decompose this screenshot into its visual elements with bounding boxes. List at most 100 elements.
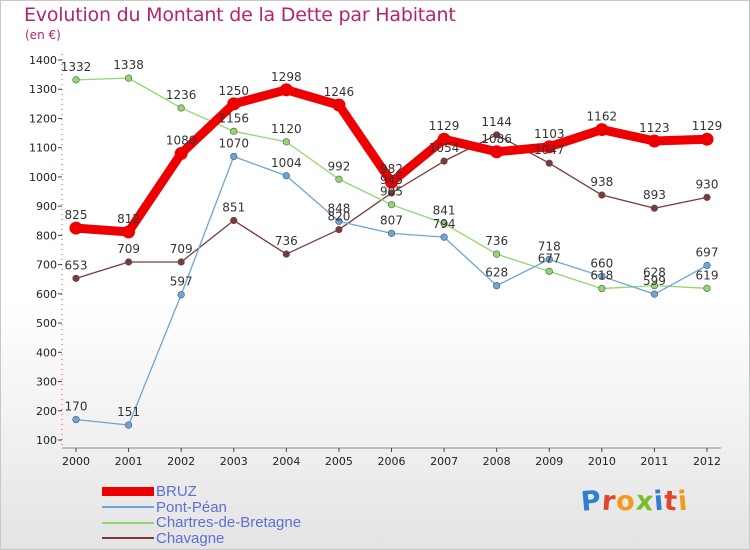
data-point — [177, 104, 185, 112]
data-point — [650, 282, 659, 290]
x-tick-label: 2011 — [640, 455, 668, 468]
y-tick-label: 600 — [36, 288, 57, 301]
x-tick-label: 2007 — [430, 455, 458, 468]
legend-swatch — [102, 537, 154, 540]
data-point — [490, 145, 504, 159]
data-label: 677 — [538, 251, 561, 265]
data-label: 1086 — [481, 132, 512, 146]
data-label: 1054 — [429, 141, 460, 155]
unit-label: (en €) — [25, 28, 61, 42]
data-label: 1338 — [113, 58, 144, 72]
data-point — [545, 159, 553, 167]
y-tick-label: 1100 — [29, 142, 57, 155]
data-label: 1246 — [324, 85, 355, 99]
x-tick-label: 2008 — [483, 455, 511, 468]
data-label: 812 — [117, 212, 140, 226]
legend-label: Chavagne — [156, 529, 225, 547]
data-label: 1129 — [692, 119, 723, 133]
data-point — [230, 127, 238, 135]
x-tick-label: 2001 — [115, 455, 143, 468]
data-label: 851 — [222, 200, 245, 214]
data-label: 170 — [65, 400, 88, 414]
data-point — [335, 217, 343, 225]
data-point — [700, 132, 714, 146]
data-label: 1332 — [61, 60, 92, 74]
data-label: 697 — [696, 245, 719, 259]
legend-item: BRUZ — [102, 484, 301, 500]
data-label: 807 — [380, 213, 403, 227]
logo-letter: i — [676, 485, 690, 518]
data-point — [174, 147, 188, 161]
data-point — [124, 421, 133, 429]
x-tick-label: 2004 — [272, 455, 300, 468]
data-point — [282, 138, 290, 146]
data-point — [332, 98, 346, 112]
data-point — [493, 250, 501, 258]
y-tick-label: 1000 — [29, 171, 57, 184]
data-label: 709 — [117, 242, 140, 256]
data-label: 938 — [590, 175, 613, 189]
data-point — [122, 225, 136, 239]
data-point — [703, 261, 711, 270]
data-label: 628 — [485, 266, 508, 280]
data-label: 1080 — [166, 134, 197, 148]
data-label: 1236 — [166, 88, 197, 102]
data-point — [227, 97, 241, 111]
data-label: 660 — [590, 256, 613, 270]
data-label: 848 — [327, 201, 350, 215]
legend-item: Chavagne — [102, 531, 301, 547]
proxiti-logo: Proxiti — [579, 485, 690, 518]
data-label: 718 — [538, 239, 561, 253]
data-point — [72, 274, 80, 282]
data-label: 1123 — [639, 121, 670, 135]
legend-item: Pont-Péan — [102, 500, 301, 516]
legend-label: Chartres-de-Bretagne — [156, 514, 302, 532]
y-tick-label: 500 — [36, 317, 57, 330]
y-tick-label: 700 — [36, 259, 57, 272]
data-label: 992 — [327, 159, 350, 173]
data-point — [72, 76, 80, 84]
legend-label: Pont-Péan — [156, 498, 227, 516]
data-point — [440, 219, 448, 227]
data-point — [69, 221, 83, 235]
data-point — [703, 284, 711, 292]
data-label: 1129 — [429, 119, 460, 133]
data-label: 653 — [65, 258, 88, 272]
data-point — [387, 201, 396, 209]
data-label: 619 — [696, 268, 719, 282]
y-tick-label: 300 — [36, 376, 57, 389]
data-point — [647, 134, 661, 148]
data-label: 841 — [433, 203, 456, 217]
y-tick-label: 1400 — [29, 54, 57, 67]
data-label: 794 — [433, 217, 456, 231]
y-tick-label: 1300 — [29, 83, 57, 96]
data-label: 905 — [380, 185, 403, 199]
data-label: 1004 — [271, 156, 302, 170]
data-point — [387, 229, 396, 237]
data-label: 1144 — [481, 115, 512, 129]
data-point — [545, 267, 553, 275]
data-point — [598, 272, 606, 280]
y-tick-label: 1200 — [29, 112, 57, 125]
chart-legend: BRUZ Pont-Péan Chartres-de-Bretagne Chavagn… — [102, 484, 301, 546]
data-point — [230, 152, 238, 161]
data-point — [335, 225, 343, 234]
data-label: 151 — [117, 405, 140, 419]
data-point — [437, 132, 451, 146]
data-label: 628 — [643, 266, 666, 280]
data-label: 825 — [65, 208, 88, 222]
data-point — [542, 140, 556, 154]
data-point — [650, 290, 659, 298]
data-label: 1298 — [271, 70, 302, 84]
data-label: 893 — [643, 188, 666, 202]
logo-letter: P — [579, 485, 604, 518]
x-tick-label: 2002 — [167, 455, 195, 468]
data-point — [595, 123, 609, 137]
data-point — [703, 193, 711, 201]
data-label: 820 — [327, 210, 350, 224]
data-point — [545, 255, 553, 263]
y-tick-label: 900 — [36, 200, 57, 213]
x-tick-label: 2010 — [588, 455, 616, 468]
y-tick-label: 400 — [36, 346, 57, 359]
